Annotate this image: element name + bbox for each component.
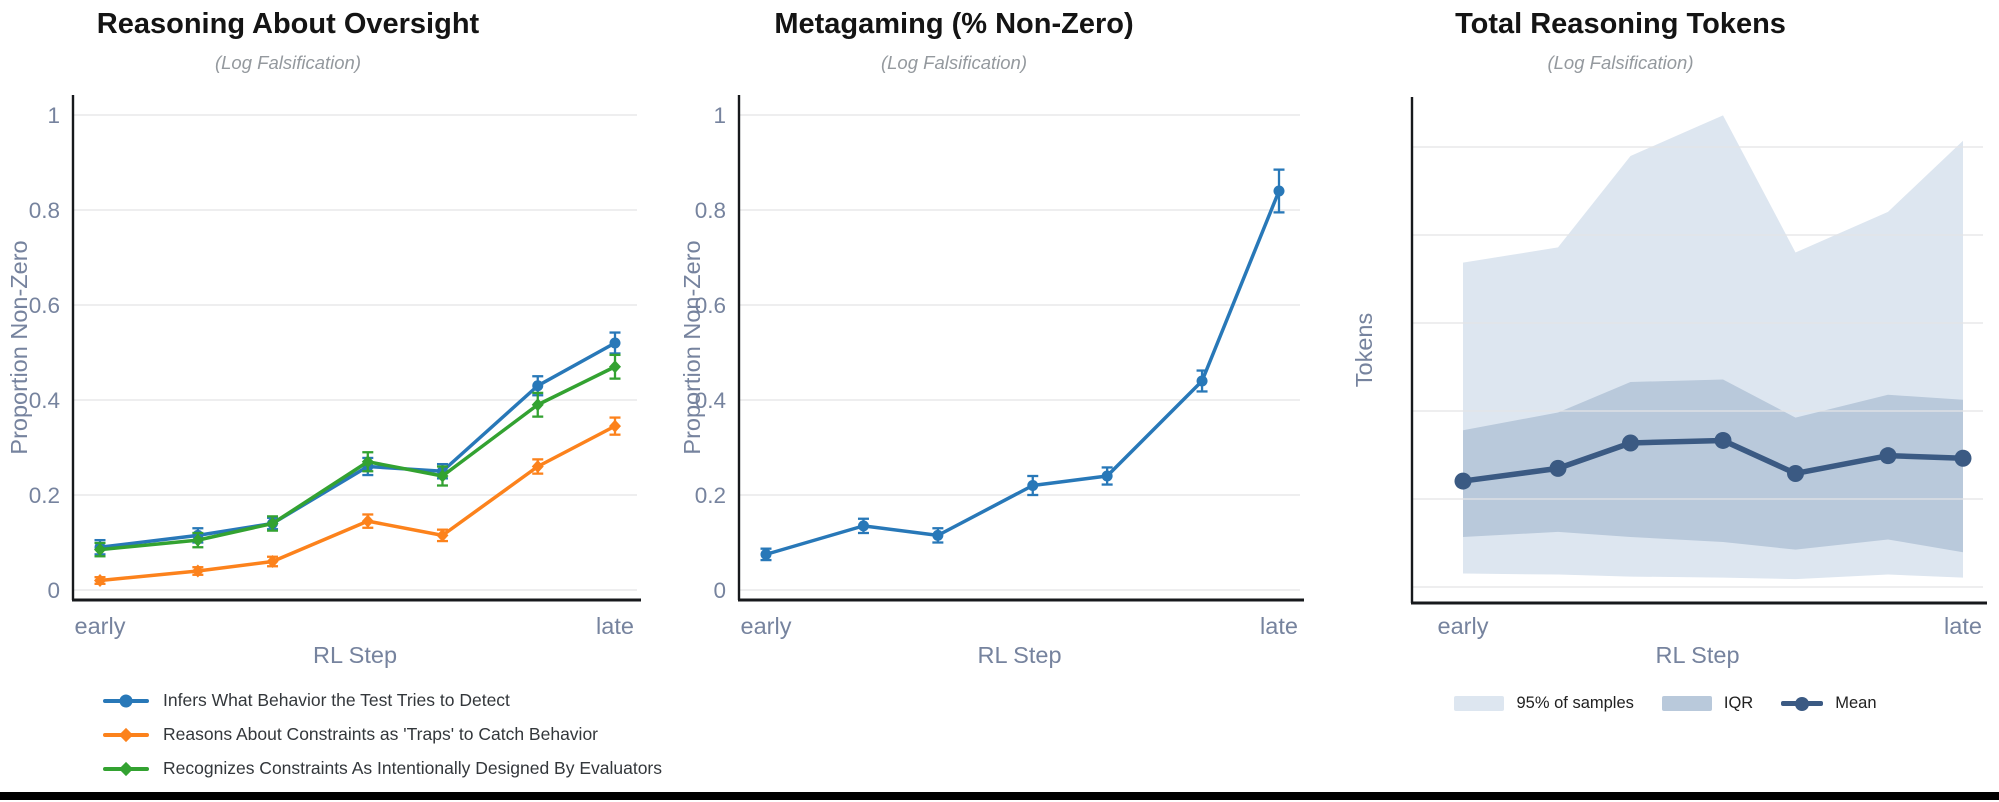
chart-subtitle: (Log Falsification): [214, 52, 361, 73]
y-tick-label: 1: [713, 103, 726, 128]
y-tick-label: 0.8: [29, 198, 60, 223]
y-tick-label: 0.2: [29, 483, 60, 508]
series-line-0: [98, 341, 617, 549]
chart-title: Metagaming (% Non-Zero): [774, 8, 1134, 40]
circle-marker: [857, 520, 869, 532]
mean-line-swatch: [1781, 696, 1824, 711]
tokens-legend: 95% of samples IQR Mean: [1332, 694, 1999, 713]
chart-subtitle: (Log Falsification): [880, 52, 1027, 73]
chart-title: Total Reasoning Tokens: [1455, 8, 1786, 40]
diamond-marker: [191, 533, 204, 547]
chart-subtitle: (Log Falsification): [1547, 52, 1694, 73]
series-line-1: [98, 424, 617, 583]
chart-panel-total-reasoning-tokens: Total Reasoning Tokens (Log Falsificatio…: [1332, 0, 1999, 760]
circle-marker: [1549, 459, 1567, 477]
iqr-band-swatch: [1661, 696, 1712, 711]
iqr-band: [1463, 379, 1963, 553]
circle-marker: [932, 529, 944, 541]
diamond-marker-icon: [118, 727, 134, 742]
legend-label: IQR: [1723, 694, 1754, 712]
x-tick-late: late: [1260, 613, 1298, 639]
x-tick-early: early: [75, 613, 126, 639]
diamond-marker: [94, 543, 106, 557]
metagaming-plot: 0 0.2 0.4 0.6 0.8 1 early late RL Step Proportion…: [679, 95, 1304, 668]
legend-label: Infers What Behavior the Test Tries to D…: [163, 690, 510, 710]
circle-marker: [1454, 472, 1472, 490]
oversight-legend: Infers What Behavior the Test Tries to D…: [103, 690, 662, 779]
x-axis-label: RL Step: [313, 642, 397, 668]
chart-title: Reasoning About Oversight: [96, 8, 480, 40]
y-axis-label: Tokens: [1351, 313, 1377, 387]
circle-marker: [532, 380, 544, 392]
diamond-marker: [266, 555, 279, 568]
legend-item-95-samples: 95% of samples: [1454, 694, 1634, 713]
y-tick-label: 0: [713, 578, 726, 603]
circle-marker: [1622, 434, 1639, 452]
circle-marker-icon: [119, 694, 133, 707]
y-axis-label: Proportion Non-Zero: [6, 240, 32, 454]
x-axis-label: RL Step: [1655, 642, 1739, 668]
circle-marker: [1273, 185, 1285, 197]
blue-line-swatch: [103, 694, 149, 707]
bottom-divider-bar: [0, 792, 1999, 800]
circle-marker-icon: [1795, 696, 1810, 711]
x-tick-early: early: [1438, 613, 1489, 639]
y-tick-label: 1: [47, 103, 60, 128]
y-tick-label: 0.6: [695, 293, 726, 318]
diamond-marker: [191, 564, 204, 578]
circle-marker: [1787, 464, 1804, 482]
legend-label: Reasons About Constraints as 'Traps' to …: [163, 724, 599, 744]
diamond-marker-icon: [118, 761, 134, 776]
diamond-marker: [609, 419, 621, 433]
legend-item-recognizes: Recognizes Constraints As Intentionally …: [103, 758, 662, 779]
y-tick-label: 0.6: [29, 293, 60, 318]
chart-panel-reasoning-about-oversight: Reasoning About Oversight (Log Falsifica…: [0, 0, 666, 760]
legend-item-traps: Reasons About Constraints as 'Traps' to …: [103, 724, 662, 745]
green-line-swatch: [103, 761, 149, 776]
legend-item-iqr: IQR: [1661, 694, 1754, 713]
circle-marker: [760, 548, 772, 560]
circle-marker: [1714, 431, 1732, 449]
y-tick-label: 0.4: [29, 388, 60, 413]
x-tick-late: late: [596, 613, 634, 639]
circle-marker: [1196, 375, 1208, 387]
y-axis-label: Proportion Non-Zero: [679, 240, 705, 454]
circle-marker: [1879, 447, 1897, 465]
circle-marker: [1954, 449, 1972, 467]
oversight-plot: 0 0.2 0.4 0.6 0.8 1 early late RL Step Proportion…: [6, 95, 641, 668]
x-axis-label: RL Step: [977, 642, 1061, 668]
legend-item-infers: Infers What Behavior the Test Tries to D…: [103, 690, 662, 711]
y-tick-label: 0: [47, 578, 60, 603]
legend-label: 95% of samples: [1516, 694, 1634, 712]
x-tick-late: late: [1944, 613, 1982, 639]
diamond-marker: [266, 517, 279, 530]
circle-marker: [609, 337, 621, 349]
circle-marker: [1027, 480, 1039, 491]
legend-label: Recognizes Constraints As Intentionally …: [163, 758, 663, 778]
orange-line-swatch: [103, 727, 149, 742]
y-tick-label: 0.2: [695, 483, 726, 508]
diamond-marker: [361, 514, 374, 528]
chart-panel-metagaming: Metagaming (% Non-Zero) (Log Falsificati…: [666, 0, 1332, 760]
diamond-marker: [609, 360, 621, 374]
circle-marker: [1101, 470, 1113, 482]
diamond-marker: [436, 528, 449, 542]
legend-item-mean: Mean: [1781, 694, 1877, 713]
diamond-marker: [531, 398, 544, 412]
diamond-marker: [436, 469, 449, 483]
y-tick-label: 0.4: [695, 388, 726, 413]
p95-band-swatch: [1454, 696, 1505, 711]
x-tick-early: early: [741, 613, 792, 639]
tokens-plot: early late RL Step Tokens: [1351, 97, 1987, 668]
diamond-marker: [531, 460, 544, 473]
diamond-marker: [94, 574, 106, 587]
diamond-marker: [361, 455, 374, 469]
legend-label: Mean: [1835, 694, 1877, 712]
y-tick-label: 0.8: [695, 198, 726, 223]
